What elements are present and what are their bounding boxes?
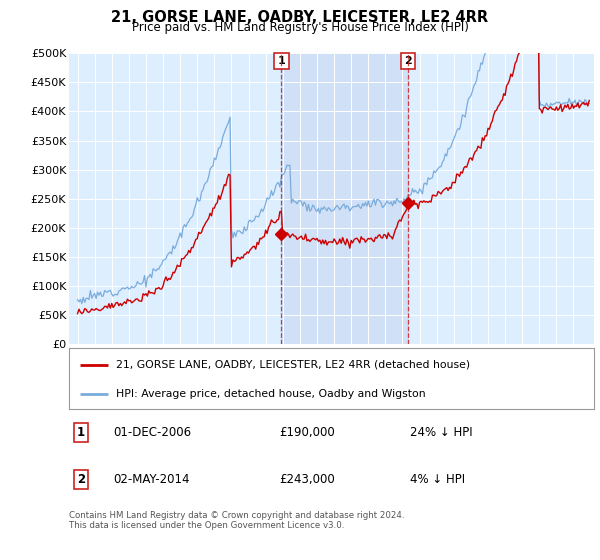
- Text: 24% ↓ HPI: 24% ↓ HPI: [410, 426, 473, 439]
- Text: 1: 1: [77, 426, 85, 439]
- Text: 21, GORSE LANE, OADBY, LEICESTER, LE2 4RR: 21, GORSE LANE, OADBY, LEICESTER, LE2 4R…: [112, 10, 488, 25]
- Text: HPI: Average price, detached house, Oadby and Wigston: HPI: Average price, detached house, Oadb…: [116, 389, 426, 399]
- Text: 2: 2: [404, 56, 412, 66]
- Text: £243,000: £243,000: [279, 473, 335, 487]
- Text: £190,000: £190,000: [279, 426, 335, 439]
- Text: Price paid vs. HM Land Registry's House Price Index (HPI): Price paid vs. HM Land Registry's House …: [131, 21, 469, 34]
- Text: 02-MAY-2014: 02-MAY-2014: [113, 473, 190, 487]
- Bar: [281, 53, 408, 344]
- Text: 2: 2: [77, 473, 85, 487]
- Text: 21, GORSE LANE, OADBY, LEICESTER, LE2 4RR (detached house): 21, GORSE LANE, OADBY, LEICESTER, LE2 4R…: [116, 360, 470, 370]
- Text: 1: 1: [278, 56, 285, 66]
- Text: 4% ↓ HPI: 4% ↓ HPI: [410, 473, 466, 487]
- Text: Contains HM Land Registry data © Crown copyright and database right 2024.
This d: Contains HM Land Registry data © Crown c…: [69, 511, 404, 530]
- Text: 01-DEC-2006: 01-DEC-2006: [113, 426, 192, 439]
